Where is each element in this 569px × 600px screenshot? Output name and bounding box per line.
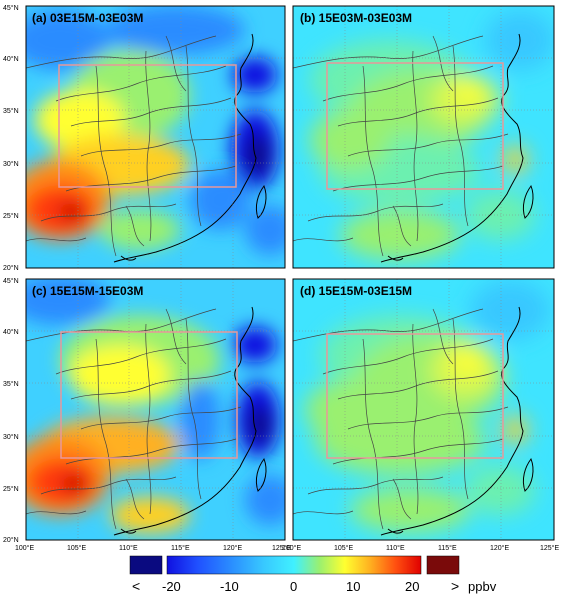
panel-frame xyxy=(25,5,286,269)
colorbar-tick: 0 xyxy=(290,579,297,594)
region-box xyxy=(58,64,237,188)
colorbar-unit: ppbv xyxy=(468,579,497,594)
colorbar-main xyxy=(166,555,422,575)
colorbar-tick: -20 xyxy=(162,579,181,594)
lat-label: 35°N xyxy=(3,380,19,388)
lon-label: 115°E xyxy=(438,544,457,552)
lon-label: 110°E xyxy=(386,544,405,552)
lon-label: 105°E xyxy=(334,544,353,552)
lon-label: 125°E xyxy=(540,544,559,552)
colorbar-tick: -10 xyxy=(220,579,239,594)
lat-label: 20°N xyxy=(3,536,19,544)
panel-a: (a) 03E15M-03E03M xyxy=(25,5,286,269)
lon-label: 115°E xyxy=(171,544,190,552)
colorbar-over xyxy=(426,555,460,575)
panel-b: (b) 15E03M-03E03M xyxy=(292,5,555,269)
lon-label: 100°E xyxy=(282,544,301,552)
panel-d: (d) 15E15M-03E15M xyxy=(292,278,555,541)
lon-label: 120°E xyxy=(490,544,509,552)
region-box xyxy=(326,62,504,190)
lon-label: 100°E xyxy=(15,544,34,552)
panel-frame xyxy=(292,278,555,541)
colorbar: < -20 -10 0 10 20 > ppbv xyxy=(129,555,497,594)
lat-label: 30°N xyxy=(3,160,19,168)
lon-labels-right: 100°E 105°E 110°E 115°E 120°E 125°E xyxy=(282,544,559,552)
panel-frame xyxy=(25,278,286,541)
lat-label: 45°N xyxy=(3,277,19,285)
panel-title: (c) 15E15M-15E03M xyxy=(32,284,143,298)
panel-frame xyxy=(292,5,555,269)
greater-symbol: > xyxy=(451,578,459,594)
lon-label: 110°E xyxy=(119,544,138,552)
lat-label: 25°N xyxy=(3,212,19,220)
lat-label: 45°N xyxy=(3,4,19,12)
lat-labels-top: 20°N 25°N 30°N 35°N 40°N 45°N xyxy=(3,4,19,272)
lon-label: 125°E xyxy=(272,544,291,552)
panel-c: (c) 15E15M-15E03M xyxy=(25,278,286,541)
lat-label: 20°N xyxy=(3,264,19,272)
lat-label: 40°N xyxy=(3,328,19,336)
colorbar-under xyxy=(129,555,163,575)
lat-labels-bottom: 20°N 25°N 30°N 35°N 40°N 45°N xyxy=(3,277,19,544)
colorbar-tick: 20 xyxy=(405,579,419,594)
less-symbol: < xyxy=(132,578,140,594)
colorbar-tick: 10 xyxy=(346,579,360,594)
panel-title: (d) 15E15M-03E15M xyxy=(300,284,412,298)
lat-label: 35°N xyxy=(3,107,19,115)
lon-label: 120°E xyxy=(223,544,242,552)
region-box xyxy=(60,331,238,459)
lon-labels-left: 100°E 105°E 110°E 115°E 120°E 125°E xyxy=(15,544,291,552)
lat-label: 25°N xyxy=(3,485,19,493)
lat-label: 30°N xyxy=(3,433,19,441)
panel-title: (a) 03E15M-03E03M xyxy=(32,11,143,25)
lat-label: 40°N xyxy=(3,55,19,63)
lon-label: 105°E xyxy=(67,544,86,552)
region-box xyxy=(326,333,504,459)
panel-title: (b) 15E03M-03E03M xyxy=(300,11,412,25)
